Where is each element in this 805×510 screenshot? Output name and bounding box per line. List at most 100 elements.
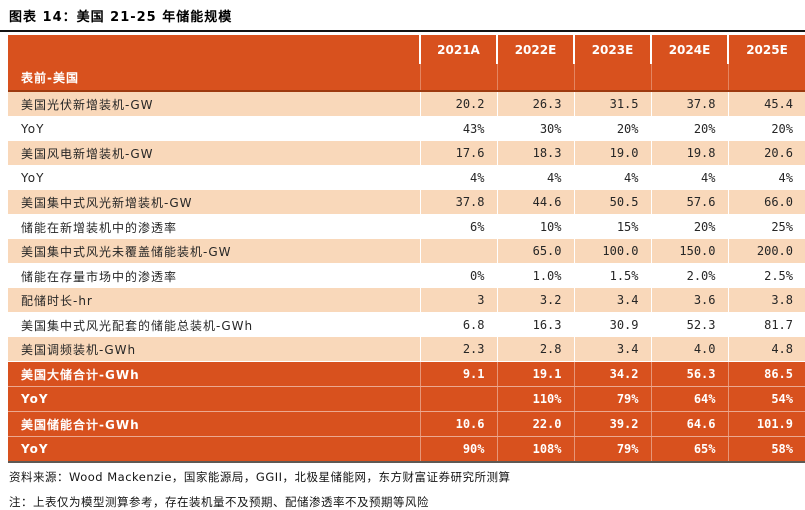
value-cell: 108% <box>496 436 574 461</box>
row-label: 储能在新增装机中的渗透率 <box>8 214 420 239</box>
value-cell: 86.5 <box>727 361 805 387</box>
storage-table: 2021A 2022E 2023E 2024E 2025E 表前-美国 美国光伏… <box>8 35 805 461</box>
value-cell: 64% <box>650 386 728 412</box>
value-cell: 101.9 <box>727 411 805 437</box>
value-cell: 25% <box>727 214 805 239</box>
value-cell: 79% <box>573 386 651 412</box>
value-cell: 19.0 <box>573 141 651 166</box>
value-cell: 19.8 <box>650 141 728 166</box>
row-label: 美国储能合计-GWh <box>8 411 420 437</box>
value-cell: 37.8 <box>650 90 728 117</box>
row-label: YoY <box>8 386 420 412</box>
row-label: YoY <box>8 165 420 190</box>
value-cell: 3.4 <box>573 337 651 362</box>
value-cell: 43% <box>419 116 497 141</box>
value-cell: 150.0 <box>650 239 728 264</box>
value-cell: 3.8 <box>727 288 805 313</box>
value-cell: 64.6 <box>650 411 728 437</box>
table-row: 美国集中式风光新增装机-GW 37.8 44.6 50.5 57.6 66.0 <box>8 190 805 215</box>
value-cell: 9.1 <box>419 361 497 387</box>
value-cell: 20% <box>650 214 728 239</box>
table-row: YoY 4% 4% 4% 4% 4% <box>8 165 805 190</box>
value-cell: 37.8 <box>419 190 497 215</box>
value-cell: 50.5 <box>573 190 651 215</box>
year-header: 2022E <box>496 35 574 64</box>
table-row: 配储时长-hr 3 3.2 3.4 3.6 3.8 <box>8 288 805 313</box>
value-cell: 22.0 <box>496 411 574 437</box>
source-note: 资料来源：Wood Mackenzie，国家能源局，GGII，北极星储能网，东方… <box>9 470 511 484</box>
value-cell: 4% <box>650 165 728 190</box>
table-row: 美国集中式风光配套的储能总装机-GWh 6.8 16.3 30.9 52.3 81.7 <box>8 312 805 337</box>
table-row: 美国风电新增装机-GW 17.6 18.3 19.0 19.8 20.6 <box>8 141 805 166</box>
value-cell: 30.9 <box>573 312 651 337</box>
value-cell: 34.2 <box>573 361 651 387</box>
row-label: 美国调频装机-GWh <box>8 337 420 362</box>
value-cell: 26.3 <box>496 90 574 117</box>
table-row: 美国大储合计-GWh 9.1 19.1 34.2 56.3 86.5 <box>8 361 805 387</box>
value-cell: 110% <box>496 386 574 412</box>
empty-cell <box>419 64 497 91</box>
value-cell: 39.2 <box>573 411 651 437</box>
table-row: 美国调频装机-GWh 2.3 2.8 3.4 4.0 4.8 <box>8 337 805 362</box>
clipped-footnote: 注：上表仅为模型测算参考，存在装机量不及预期、配储渗透率不及预期等风险 <box>9 495 429 509</box>
value-cell: 4% <box>727 165 805 190</box>
value-cell: 3.6 <box>650 288 728 313</box>
value-cell: 4.0 <box>650 337 728 362</box>
table-row: YoY 90% 108% 79% 65% 58% <box>8 436 805 461</box>
value-cell: 57.6 <box>650 190 728 215</box>
value-cell: 79% <box>573 436 651 461</box>
table-row: 美国集中式风光未覆盖储能装机-GW 65.0 100.0 150.0 200.0 <box>8 239 805 264</box>
value-cell: 2.0% <box>650 263 728 288</box>
row-label: YoY <box>8 436 420 461</box>
value-cell: 52.3 <box>650 312 728 337</box>
value-cell: 4% <box>496 165 574 190</box>
table-row: 美国储能合计-GWh 10.6 22.0 39.2 64.6 101.9 <box>8 411 805 437</box>
table-body: 美国光伏新增装机-GW 20.2 26.3 31.5 37.8 45.4 YoY 43% 30%… <box>8 90 805 461</box>
value-cell: 65.0 <box>496 239 574 264</box>
figure-title: 图表 14：美国 21-25 年储能规模 <box>9 10 233 25</box>
table-row: 储能在新增装机中的渗透率 6% 10% 15% 20% 25% <box>8 214 805 239</box>
table-row: 储能在存量市场中的渗透率 0% 1.0% 1.5% 2.0% 2.5% <box>8 263 805 288</box>
value-cell: 30% <box>496 116 574 141</box>
table-row: YoY 110% 79% 64% 54% <box>8 386 805 412</box>
row-label: 美国大储合计-GWh <box>8 361 420 387</box>
value-cell: 20.6 <box>727 141 805 166</box>
value-cell: 58% <box>727 436 805 461</box>
value-cell: 45.4 <box>727 90 805 117</box>
empty-header-cell <box>8 35 420 64</box>
row-label: YoY <box>8 116 420 141</box>
empty-cell <box>496 64 574 91</box>
row-label: 储能在存量市场中的渗透率 <box>8 263 420 288</box>
value-cell: 0% <box>419 263 497 288</box>
value-cell: 18.3 <box>496 141 574 166</box>
value-cell: 4% <box>419 165 497 190</box>
value-cell: 65% <box>650 436 728 461</box>
value-cell: 66.0 <box>727 190 805 215</box>
value-cell: 3.4 <box>573 288 651 313</box>
value-cell: 10.6 <box>419 411 497 437</box>
value-cell: 54% <box>727 386 805 412</box>
row-label: 美国风电新增装机-GW <box>8 141 420 166</box>
group-label: 表前-美国 <box>8 64 420 91</box>
value-cell: 6% <box>419 214 497 239</box>
value-cell: 20% <box>650 116 728 141</box>
value-cell: 31.5 <box>573 90 651 117</box>
value-cell: 2.8 <box>496 337 574 362</box>
year-header: 2021A <box>419 35 497 64</box>
title-underline <box>0 30 805 32</box>
value-cell: 17.6 <box>419 141 497 166</box>
value-cell: 1.0% <box>496 263 574 288</box>
value-cell: 15% <box>573 214 651 239</box>
value-cell: 56.3 <box>650 361 728 387</box>
value-cell: 44.6 <box>496 190 574 215</box>
value-cell: 20% <box>573 116 651 141</box>
value-cell: 16.3 <box>496 312 574 337</box>
row-label: 美国光伏新增装机-GW <box>8 90 420 117</box>
empty-cell <box>573 64 651 91</box>
value-cell: 100.0 <box>573 239 651 264</box>
empty-cell <box>650 64 728 91</box>
value-cell: 2.5% <box>727 263 805 288</box>
value-cell: 90% <box>419 436 497 461</box>
value-cell: 4.8 <box>727 337 805 362</box>
